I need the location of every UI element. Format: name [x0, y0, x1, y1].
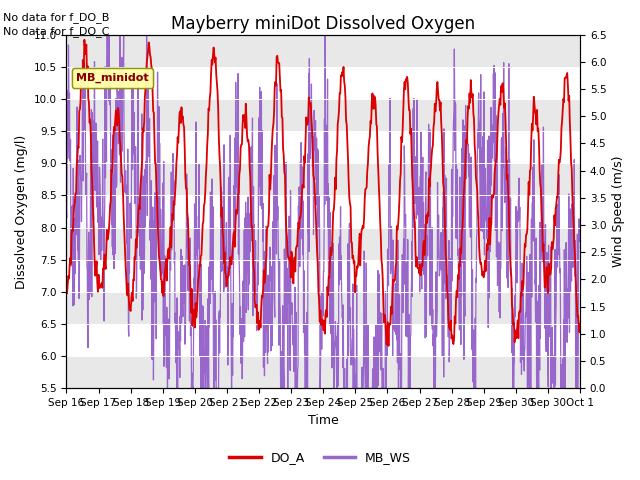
Title: Mayberry miniDot Dissolved Oxygen: Mayberry miniDot Dissolved Oxygen — [171, 15, 476, 33]
Bar — [67, 195, 580, 228]
Bar — [67, 292, 580, 324]
Legend: DO_A, MB_WS: DO_A, MB_WS — [224, 446, 416, 469]
Bar — [67, 163, 580, 195]
Text: No data for f_DO_C: No data for f_DO_C — [3, 26, 109, 37]
Bar — [67, 356, 580, 388]
Y-axis label: Dissolved Oxygen (mg/l): Dissolved Oxygen (mg/l) — [15, 134, 28, 288]
Bar — [67, 67, 580, 99]
Bar — [67, 99, 580, 131]
Bar — [67, 131, 580, 163]
Bar — [67, 35, 580, 67]
Y-axis label: Wind Speed (m/s): Wind Speed (m/s) — [612, 156, 625, 267]
Legend: MB_minidot: MB_minidot — [72, 69, 154, 87]
Bar — [67, 260, 580, 292]
Bar — [67, 324, 580, 356]
Text: No data for f_DO_B: No data for f_DO_B — [3, 12, 109, 23]
X-axis label: Time: Time — [308, 414, 339, 427]
Bar — [67, 228, 580, 260]
